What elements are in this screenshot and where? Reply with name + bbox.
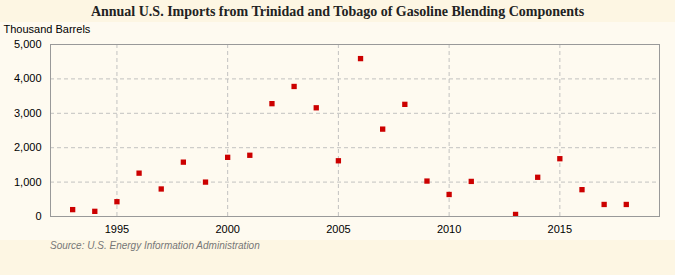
svg-text:4,000: 4,000 — [14, 72, 42, 84]
svg-text:1,000: 1,000 — [14, 176, 42, 188]
html-text:Source: U.S. Energy Informatio: Source: U.S. Energy Information Administ… — [50, 240, 260, 251]
svg-text:5,000: 5,000 — [14, 38, 42, 50]
svg-text:1995: 1995 — [105, 223, 129, 235]
svg-text:2010: 2010 — [437, 223, 461, 235]
svg-text:2000: 2000 — [215, 223, 239, 235]
svg-text:Thousand Barrels: Thousand Barrels — [4, 23, 91, 35]
svg-text:2015: 2015 — [548, 223, 572, 235]
svg-text:0: 0 — [35, 210, 41, 222]
html-text:Annual U.S. Imports from Trini: Annual U.S. Imports from Trinidad and To… — [90, 4, 585, 19]
svg-text:2,000: 2,000 — [14, 141, 42, 153]
svg-text:3,000: 3,000 — [14, 107, 42, 119]
svg-text:2005: 2005 — [326, 223, 350, 235]
